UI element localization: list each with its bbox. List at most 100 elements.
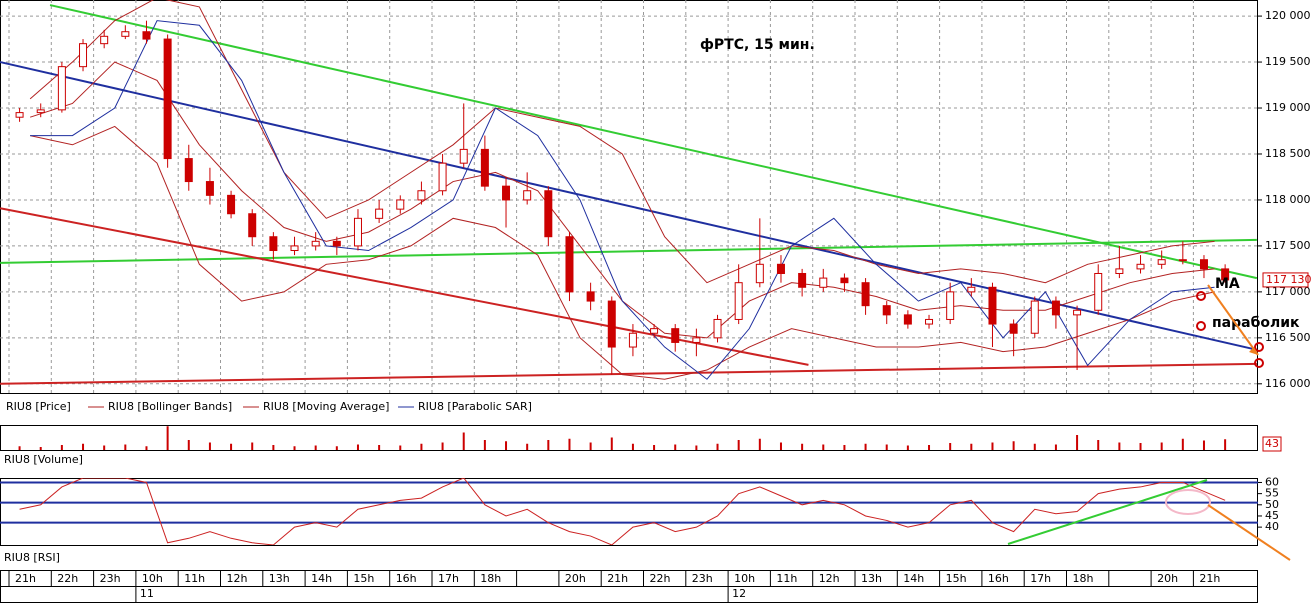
volume-label-box	[1262, 436, 1282, 452]
price-label: 117 130	[1266, 273, 1311, 286]
volume-bar	[801, 443, 804, 450]
annotation: MA	[1215, 276, 1240, 292]
candle-body	[1030, 300, 1039, 334]
x-tick-label: 13h	[861, 572, 882, 585]
x-tick-label: 13h	[269, 572, 290, 585]
trendline	[49, 4, 1258, 280]
volume-bar	[166, 426, 169, 450]
volume-bar	[949, 443, 952, 450]
marker-circle	[1254, 358, 1264, 368]
candle-body	[1051, 300, 1060, 316]
volume-bar	[18, 446, 21, 450]
y-tick-label: 118 000	[1265, 193, 1311, 206]
candle-body	[1157, 259, 1166, 265]
x-tick-label: 18h	[480, 572, 501, 585]
candle-body	[57, 66, 66, 111]
candle-body	[692, 337, 701, 343]
day-label: 12	[732, 587, 746, 600]
rsi-panel	[0, 478, 1258, 546]
volume-bar	[505, 441, 508, 450]
volume-bar	[293, 446, 296, 450]
volume-bar	[187, 440, 190, 450]
indicator-line	[30, 20, 1215, 380]
candle-body	[523, 190, 532, 201]
candle-body	[227, 194, 236, 215]
candle-body	[988, 286, 997, 325]
candle-body	[734, 282, 743, 320]
y-tick-label: 117 000	[1265, 285, 1311, 298]
volume-bar	[737, 440, 740, 450]
candle-body	[1094, 272, 1103, 311]
volume-bar	[716, 443, 719, 450]
x-tick-label: 16h	[988, 572, 1009, 585]
candle-body	[459, 148, 468, 164]
y-tick-label: 117 500	[1265, 239, 1311, 252]
candle-body	[480, 148, 489, 187]
x-tick-label: 10h	[734, 572, 755, 585]
trendline	[0, 61, 1258, 351]
price-panel	[0, 0, 1258, 394]
volume-bar	[1202, 440, 1205, 450]
y-tick-label: 116 500	[1265, 331, 1311, 344]
candle-body	[417, 190, 426, 201]
x-tick-label: 22h	[57, 572, 78, 585]
arrow	[1207, 284, 1259, 356]
candle-body	[396, 199, 405, 210]
volume-bar	[526, 443, 529, 450]
candle-body	[142, 31, 151, 40]
candle-body	[79, 43, 88, 68]
volume-bar	[928, 445, 931, 450]
marker-circle	[1196, 321, 1206, 331]
arrow-head	[1249, 347, 1258, 355]
candle-body	[925, 318, 934, 325]
volume-bar	[1224, 439, 1227, 450]
candle-body	[713, 318, 722, 339]
volume-bar	[906, 445, 909, 450]
candle-body	[1136, 263, 1145, 270]
volume-bar	[631, 443, 634, 450]
volume-bar	[1181, 438, 1184, 450]
candle-body	[290, 245, 299, 252]
candle-body	[248, 213, 257, 238]
x-tick-label: 17h	[438, 572, 459, 585]
volume-bar	[124, 444, 127, 450]
x-tick-label: 20h	[1157, 572, 1178, 585]
candle-body	[100, 35, 109, 45]
volume-bar	[335, 446, 338, 450]
x-tick-label: 18h	[1073, 572, 1094, 585]
volume-bar	[441, 442, 444, 450]
x-tick-label: 21h	[1199, 572, 1220, 585]
volume-bar	[272, 445, 275, 450]
candle-body	[755, 263, 764, 284]
volume-bar	[885, 444, 888, 450]
candle-body	[375, 208, 384, 219]
x-tick-label: 15h	[946, 572, 967, 585]
price-label-box	[1262, 272, 1309, 288]
candle-body	[502, 185, 511, 201]
candle-body	[819, 277, 828, 288]
candle-body	[1199, 259, 1208, 270]
y-tick-label: 118 500	[1265, 147, 1311, 160]
volume-bar	[208, 442, 211, 450]
volume-bar	[1097, 440, 1100, 450]
volume-bar	[462, 432, 465, 450]
candle-body	[903, 314, 912, 325]
volume-bar	[1054, 444, 1057, 450]
candle-body	[311, 240, 320, 247]
legend-label: RIU8 [Bollinger Bands]	[108, 400, 232, 413]
candle-body	[353, 217, 362, 247]
x-tick-label: 23h	[100, 572, 121, 585]
y-tick-label: 60	[1265, 475, 1279, 488]
marker-circle	[1254, 342, 1264, 352]
candle-body	[163, 38, 172, 160]
y-tick-label: 119 500	[1265, 55, 1311, 68]
y-tick-label: 120 000	[1265, 9, 1311, 22]
candle-body	[882, 305, 891, 316]
volume-bar	[674, 444, 677, 450]
x-tick-label: 15h	[353, 572, 374, 585]
trendline	[0, 238, 1257, 264]
x-tick-label: 12h	[227, 572, 248, 585]
volume-bar	[1012, 441, 1015, 450]
candle-body	[1178, 259, 1187, 262]
